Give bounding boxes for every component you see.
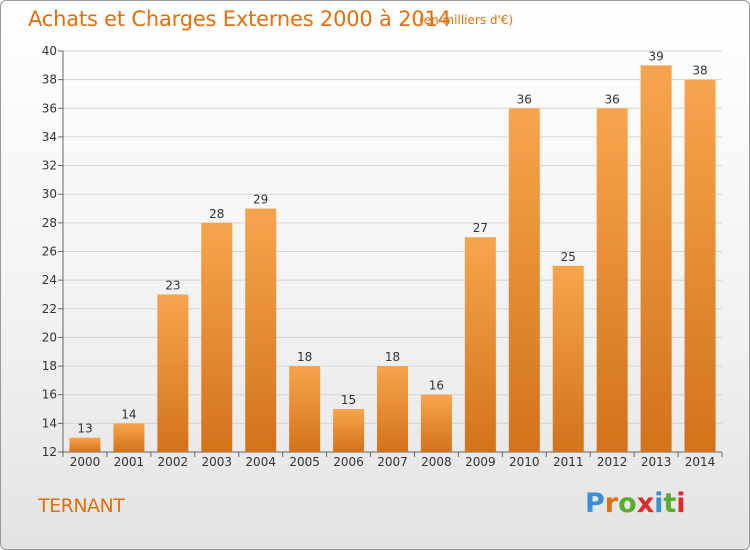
chart-title: Achats et Charges Externes 2000 à 2014 — [28, 7, 451, 31]
bar — [684, 79, 716, 453]
y-tick-label: 20 — [42, 330, 57, 344]
x-tick-label: 2014 — [685, 455, 716, 469]
y-tick-label: 16 — [42, 388, 57, 402]
x-tick-label: 2004 — [245, 455, 276, 469]
data-label: 25 — [561, 250, 576, 264]
unit-note: (en milliers d'€) — [419, 13, 514, 27]
data-label: 13 — [77, 422, 92, 436]
x-tick-label: 2002 — [158, 455, 189, 469]
logo-letter: x — [636, 488, 655, 519]
bar — [596, 108, 628, 453]
x-tick-label: 2008 — [421, 455, 452, 469]
logo-letter: o — [618, 488, 637, 519]
y-tick-label: 36 — [42, 101, 57, 115]
x-tick-label: 2001 — [114, 455, 145, 469]
y-tick-label: 28 — [42, 216, 57, 230]
x-tick-label: 2003 — [201, 455, 232, 469]
bar — [640, 65, 672, 453]
proxiti-logo: Proxiti — [585, 488, 686, 519]
y-tick-label: 34 — [42, 130, 57, 144]
y-tick-label: 14 — [42, 416, 57, 430]
y-tick-label: 26 — [42, 245, 57, 259]
x-tick-label: 2009 — [465, 455, 496, 469]
bar — [508, 108, 540, 453]
data-label: 16 — [429, 379, 444, 393]
y-tick-label: 18 — [42, 359, 57, 373]
place-name: TERNANT — [38, 495, 125, 517]
logo-letter: r — [604, 488, 619, 519]
bar — [377, 366, 408, 452]
bar — [333, 409, 365, 452]
data-label: 29 — [253, 193, 268, 207]
data-label: 36 — [517, 92, 532, 106]
x-tick-labels: 2000 2001 2002 2003 2004 2005 2006 2007 2008 2009… — [70, 455, 716, 469]
data-label: 18 — [385, 350, 400, 364]
bar — [464, 237, 496, 452]
data-label: 36 — [605, 92, 620, 106]
data-label: 28 — [209, 207, 224, 221]
y-tick-label: 22 — [42, 302, 57, 316]
data-label: 38 — [692, 64, 707, 78]
data-label: 27 — [473, 221, 488, 235]
data-label: 23 — [165, 278, 180, 292]
x-tick-label: 2013 — [641, 455, 672, 469]
bar — [201, 222, 233, 452]
y-tick-label: 32 — [42, 159, 57, 173]
bar — [113, 423, 145, 452]
x-tick-label: 2007 — [377, 455, 408, 469]
y-tick-label: 24 — [42, 273, 57, 287]
x-tick-label: 2006 — [333, 455, 364, 469]
y-tick-label: 40 — [42, 44, 57, 58]
data-labels: 13 14 23 28 29 18 15 18 16 27 36 25 36 39 38 — [77, 49, 707, 435]
bar — [245, 208, 277, 452]
bar — [157, 294, 189, 452]
bar — [69, 437, 101, 452]
logo-letter: i — [676, 488, 686, 519]
data-label: 14 — [121, 407, 136, 421]
x-tick-label: 2011 — [553, 455, 584, 469]
data-label: 18 — [297, 350, 312, 364]
y-tick-labels: 12 14 16 18 20 22 24 26 28 30 32 34 36 38 40 — [42, 44, 57, 459]
bars — [69, 65, 716, 453]
data-label: 15 — [341, 393, 356, 407]
logo-letter: P — [585, 488, 605, 519]
y-tick-label: 38 — [42, 73, 57, 87]
y-tick-label: 12 — [42, 445, 57, 459]
data-label: 39 — [648, 49, 663, 63]
x-tick-label: 2005 — [289, 455, 320, 469]
logo-letter: i — [654, 488, 664, 519]
x-tick-label: 2000 — [70, 455, 101, 469]
logo-letter: t — [663, 488, 677, 519]
x-tick-label: 2012 — [597, 455, 628, 469]
bar — [552, 265, 584, 452]
x-tick-label: 2010 — [509, 455, 540, 469]
bar — [289, 366, 321, 452]
y-tick-label: 30 — [42, 187, 57, 201]
bar — [420, 394, 452, 452]
